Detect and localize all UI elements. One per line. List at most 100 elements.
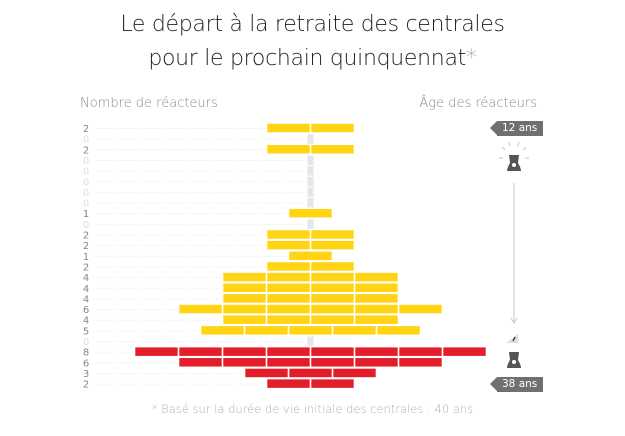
glow-ray — [522, 146, 527, 151]
row-count-label: 4 — [83, 284, 89, 295]
row-count-label: 0 — [83, 188, 89, 199]
reactor-block — [223, 304, 266, 314]
reactor-block — [355, 283, 398, 292]
reactor-block — [267, 230, 310, 239]
reactor-block — [267, 262, 310, 271]
reactor-block — [311, 283, 354, 292]
row-count-label: 0 — [83, 177, 89, 188]
row-count-label: 0 — [83, 337, 89, 348]
center-marker — [307, 219, 314, 229]
reactor-block — [223, 294, 266, 303]
reactor-block — [311, 379, 354, 388]
center-marker — [307, 187, 314, 197]
reactor-block — [267, 379, 310, 388]
reactor-block — [443, 347, 486, 356]
right-axis-header: Âge des réacteurs — [419, 96, 537, 111]
row-count-label: 5 — [83, 326, 89, 337]
row-count-label: 2 — [83, 380, 89, 391]
center-marker — [307, 155, 314, 165]
row-count-label: 4 — [83, 294, 89, 305]
footnote: * Basé sur la durée de vie initiale des … — [151, 402, 474, 416]
radiation-symbol-icon — [512, 163, 516, 167]
reactor-block — [399, 304, 442, 314]
row-count-label: 1 — [83, 209, 89, 220]
title-line2-text: pour le prochain quinquennat — [148, 46, 466, 71]
reactor-block — [245, 326, 288, 335]
row-count-label: 8 — [83, 348, 89, 359]
reactor-block — [333, 368, 376, 378]
reactor-block — [355, 347, 398, 356]
reactor-block — [311, 315, 354, 324]
reactor-block — [377, 326, 420, 335]
reactor-block — [267, 347, 310, 356]
center-marker — [307, 176, 314, 187]
reactor-block — [267, 272, 310, 282]
glow-ray — [508, 141, 511, 147]
warning-icon — [506, 334, 518, 343]
glow-ray — [517, 141, 520, 147]
reactor-block — [311, 145, 354, 154]
row-count-label: 2 — [83, 262, 89, 273]
reactor-block — [311, 347, 354, 356]
timeline-arrow-icon — [510, 317, 518, 324]
row-count-label: 0 — [83, 135, 89, 146]
reactor-block — [201, 326, 244, 335]
reactor-block — [223, 358, 266, 367]
row-count-label: 0 — [83, 167, 89, 178]
reactor-block — [399, 358, 442, 367]
chart-title-line2: pour le prochain quinquennat* — [0, 44, 625, 74]
reactor-block — [355, 358, 398, 367]
title-asterisk: * — [465, 46, 477, 71]
reactor-block — [267, 315, 310, 324]
reactor-block — [267, 240, 310, 250]
reactor-block — [267, 358, 310, 367]
center-marker — [307, 134, 314, 144]
reactor-block — [267, 294, 310, 303]
row-count-label: 2 — [83, 231, 89, 242]
row-count-label: 3 — [83, 369, 89, 380]
reactor-block — [223, 272, 266, 282]
row-count-label: 0 — [83, 156, 89, 167]
reactor-block — [267, 283, 310, 292]
row-count-label: 6 — [83, 305, 89, 316]
reactor-block — [333, 326, 376, 335]
reactor-block — [289, 326, 332, 335]
row-count-label: 0 — [83, 220, 89, 231]
chart-title-line1: Le départ à la retraite des centrales — [120, 12, 505, 37]
reactor-block — [245, 368, 288, 378]
reactor-block — [179, 358, 222, 367]
reactor-block — [289, 208, 332, 218]
reactor-block — [179, 347, 222, 356]
reactor-block — [399, 347, 442, 356]
reactor-block — [289, 251, 332, 261]
center-marker — [307, 336, 314, 346]
reactor-block — [289, 368, 332, 378]
reactor-block — [355, 272, 398, 282]
center-marker — [307, 166, 314, 176]
warning-mark — [512, 336, 516, 342]
row-count-label: 4 — [83, 273, 89, 284]
reactor-block — [311, 304, 354, 314]
reactor-block — [311, 272, 354, 282]
age-start-tag: 12 ans — [489, 121, 544, 136]
center-marker — [307, 198, 314, 208]
row-count-label: 6 — [83, 358, 89, 369]
reactor-block — [311, 123, 354, 133]
reactor-block — [223, 315, 266, 324]
reactor-block — [355, 315, 398, 324]
reactor-block — [223, 283, 266, 292]
radiation-symbol-icon — [512, 360, 516, 364]
reactor-block — [179, 304, 222, 314]
reactor-block — [355, 304, 398, 314]
reactor-block — [311, 230, 354, 239]
glow-ray — [501, 146, 506, 151]
reactor-block — [135, 347, 178, 356]
reactor-block — [311, 358, 354, 367]
row-count-label: 2 — [83, 145, 89, 156]
reactor-block — [311, 240, 354, 250]
reactor-block — [267, 145, 310, 154]
reactor-block — [355, 294, 398, 303]
reactor-block — [267, 304, 310, 314]
reactor-block — [311, 294, 354, 303]
